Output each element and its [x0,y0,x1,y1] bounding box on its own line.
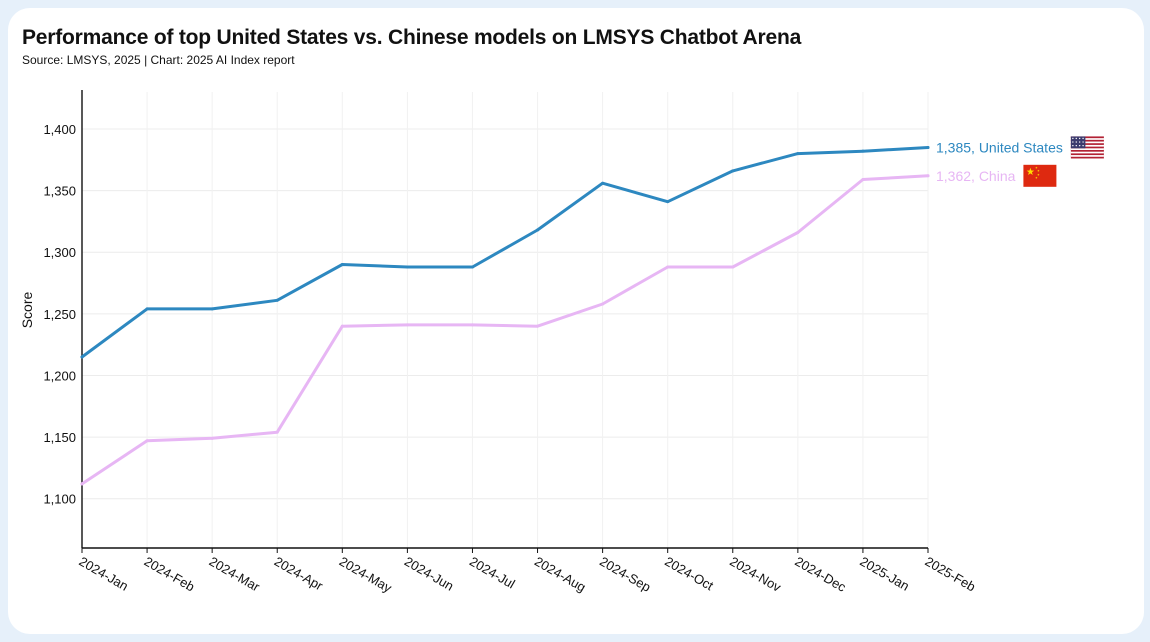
x-tick-label: 2024-Nov [727,554,784,595]
x-tick-label: 2024-Jun [402,554,456,594]
data-point [275,298,279,302]
y-axis-label: Score [19,292,35,329]
y-tick-label: 1,250 [43,307,76,322]
data-point [470,323,474,327]
data-point [731,265,735,269]
x-tick-label: 2024-Apr [272,554,326,594]
y-axis-ticks: 1,100 1,150 1,200 1,250 1,300 1,350 1,400 [43,122,76,507]
series-lines [80,145,930,486]
y-tick-label: 1,100 [43,492,76,507]
data-point [601,181,605,185]
data-point [731,169,735,173]
x-tick-label: 2025-Jan [857,554,911,594]
data-point [926,174,930,178]
data-point [796,152,800,156]
data-point [796,230,800,234]
series-line-united-states [80,146,930,359]
data-point [536,324,540,328]
y-tick-label: 1,150 [43,430,76,445]
data-point [340,324,344,328]
data-point [666,265,670,269]
x-axis-ticks: 2024-Jan 2024-Feb 2024-Mar 2024-Apr 2024-May… [77,548,979,596]
y-tick-label: 1,350 [43,184,76,199]
x-tick-label: 2025-Feb [923,554,979,595]
x-tick-label: 2024-Dec [792,554,849,595]
data-point [601,302,605,306]
chart-card [8,8,1144,634]
x-tick-label: 2024-Mar [207,554,263,595]
data-point [340,263,344,267]
y-tick-label: 1,400 [43,122,76,137]
gridlines [81,92,929,548]
end-label-united-states: 1,385, United States [936,139,1063,155]
data-point [470,265,474,269]
data-point [405,265,409,269]
axes [81,90,928,549]
data-point [80,355,84,359]
end-labels: 1,385, United States 1,362, China [936,136,1104,187]
x-tick-label: 2024-Jan [77,554,131,594]
data-point [861,178,865,182]
china-flag-icon [1023,164,1057,187]
data-point [405,323,409,327]
x-tick-label: 2024-Oct [662,554,716,594]
chart-title: Performance of top United States vs. Chi… [22,26,802,49]
y-tick-label: 1,300 [43,245,76,260]
data-point [210,307,214,311]
x-tick-label: 2024-Aug [532,554,588,595]
data-point [861,149,865,153]
data-point [666,200,670,204]
data-point [210,436,214,440]
chart-subtitle: Source: LMSYS, 2025 | Chart: 2025 AI Ind… [22,53,295,67]
data-point [145,439,149,443]
data-point [536,228,540,232]
x-tick-label: 2024-Jul [467,554,518,592]
x-tick-label: 2024-Sep [597,554,653,595]
data-point [80,482,84,486]
data-point [145,307,149,311]
data-point [926,145,930,149]
us-flag-icon [1070,136,1104,159]
end-label-china: 1,362, China [936,168,1016,184]
series-line-china [80,174,930,486]
data-point [275,430,279,434]
x-tick-label: 2024-May [337,554,395,596]
x-tick-label: 2024-Feb [142,554,198,595]
y-tick-label: 1,200 [43,368,76,383]
